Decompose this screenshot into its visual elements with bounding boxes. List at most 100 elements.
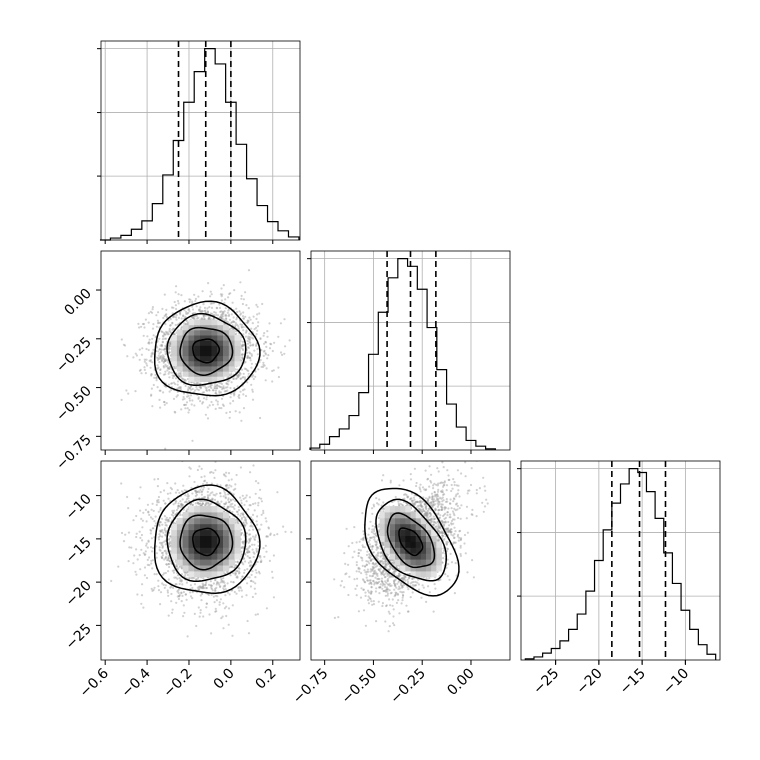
scatter-point bbox=[168, 348, 171, 351]
scatter-point bbox=[157, 350, 160, 353]
scatter-point bbox=[162, 360, 166, 363]
scatter-point bbox=[200, 310, 203, 313]
scatter-point bbox=[148, 513, 151, 517]
scatter-point bbox=[203, 475, 206, 478]
scatter-point bbox=[213, 311, 216, 314]
scatter-point bbox=[242, 317, 245, 320]
histogram-panel-y bbox=[307, 250, 511, 454]
scatter-point bbox=[246, 321, 249, 324]
scatter-point bbox=[209, 290, 212, 293]
scatter-point bbox=[195, 305, 198, 308]
scatter-point bbox=[273, 341, 276, 344]
scatter-point bbox=[150, 341, 153, 344]
histogram-panel-x bbox=[97, 40, 301, 244]
scatter-point bbox=[163, 403, 166, 406]
scatter-point bbox=[246, 321, 249, 324]
scatter-point bbox=[240, 323, 244, 326]
scatter-point bbox=[239, 466, 242, 469]
scatter-point bbox=[148, 342, 151, 345]
scatter-point bbox=[185, 401, 189, 404]
scatter-point bbox=[156, 367, 159, 370]
scatter-point bbox=[235, 316, 239, 319]
scatter-point bbox=[227, 479, 230, 482]
scatter-point bbox=[169, 324, 172, 327]
scatter-point bbox=[150, 373, 153, 376]
scatter-point bbox=[170, 600, 173, 603]
scatter-point bbox=[139, 536, 142, 540]
scatter-point bbox=[187, 411, 190, 414]
scatter-point bbox=[164, 359, 167, 362]
scatter-point bbox=[189, 385, 193, 388]
scatter-point bbox=[184, 403, 188, 406]
scatter-point bbox=[247, 342, 250, 345]
scatter-point bbox=[241, 340, 244, 343]
scatter-point bbox=[170, 382, 173, 385]
scatter-point bbox=[199, 385, 202, 388]
scatter-point bbox=[159, 344, 162, 347]
scatter-point bbox=[174, 377, 178, 380]
scatter-point bbox=[127, 392, 130, 395]
scatter-point bbox=[205, 398, 208, 401]
scatter-point bbox=[155, 503, 158, 506]
scatter-point bbox=[223, 390, 226, 393]
scatter-point bbox=[214, 387, 217, 390]
scatter-point bbox=[199, 594, 202, 597]
scatter-point bbox=[173, 315, 176, 318]
scatter-point bbox=[128, 546, 131, 549]
scatter-point bbox=[161, 330, 164, 334]
scatter-point bbox=[182, 392, 186, 395]
scatter-point bbox=[241, 345, 244, 348]
scatter-point bbox=[226, 591, 229, 594]
scatter-point bbox=[164, 359, 167, 362]
scatter-point bbox=[186, 407, 189, 410]
scatter-point bbox=[178, 594, 181, 597]
scatter-point bbox=[241, 344, 244, 347]
scatter-point bbox=[242, 311, 245, 314]
scatter-point bbox=[185, 598, 188, 601]
scatter-point bbox=[139, 368, 142, 371]
scatter-point bbox=[161, 357, 165, 360]
scatter-point bbox=[191, 305, 194, 308]
scatter-point bbox=[228, 410, 232, 414]
scatter-point bbox=[182, 314, 185, 318]
scatter-point bbox=[168, 329, 171, 332]
scatter-point bbox=[138, 326, 141, 329]
panel-frame bbox=[520, 460, 721, 661]
scatter-point bbox=[175, 367, 178, 370]
scatter-point bbox=[268, 322, 271, 325]
scatter-point bbox=[254, 480, 258, 483]
scatter-point bbox=[152, 334, 155, 337]
scatter-point bbox=[225, 382, 228, 385]
scatter-point bbox=[189, 467, 192, 470]
scatter-point bbox=[245, 329, 248, 332]
scatter-point bbox=[210, 400, 213, 404]
scatter-point bbox=[255, 317, 258, 320]
scatter-point bbox=[140, 602, 143, 605]
scatter-point bbox=[191, 399, 194, 402]
scatter-point bbox=[260, 513, 263, 516]
scatter-point bbox=[152, 547, 155, 550]
scatter-point bbox=[155, 376, 158, 379]
scatter-point bbox=[143, 566, 147, 569]
scatter-panel-x-z bbox=[100, 460, 301, 661]
scatter-point bbox=[175, 314, 178, 317]
scatter-point bbox=[194, 299, 197, 303]
scatter-point bbox=[147, 321, 150, 324]
scatter-point bbox=[177, 316, 180, 319]
scatter-point bbox=[176, 394, 179, 397]
scatter-point bbox=[193, 293, 196, 296]
scatter-point bbox=[181, 377, 184, 380]
scatter-point bbox=[126, 495, 129, 499]
scatter-point bbox=[164, 365, 168, 368]
scatter-point bbox=[150, 352, 153, 355]
scatter-point bbox=[155, 573, 158, 576]
scatter-point bbox=[203, 385, 206, 388]
scatter-point bbox=[247, 320, 250, 323]
scatter-point bbox=[228, 416, 231, 419]
scatter-point bbox=[241, 344, 244, 347]
scatter-point bbox=[138, 369, 141, 372]
scatter-point bbox=[237, 327, 240, 330]
scatter-point bbox=[141, 583, 144, 586]
scatter-point bbox=[198, 615, 201, 618]
scatter-point bbox=[144, 318, 147, 321]
